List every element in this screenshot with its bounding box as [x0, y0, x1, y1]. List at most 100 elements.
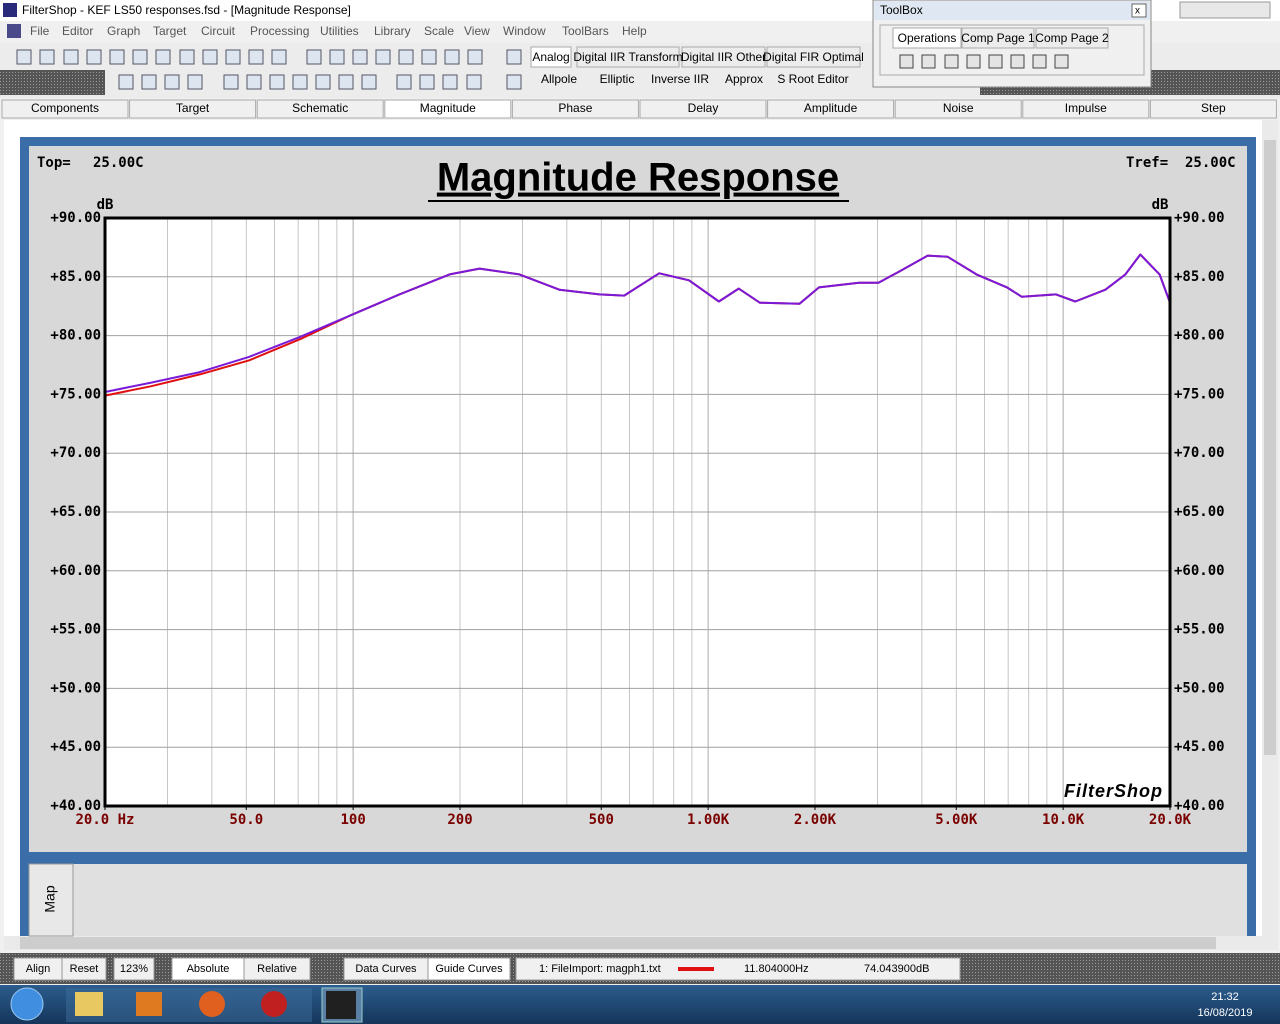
toolbar-button[interactable]	[269, 74, 285, 90]
view-tab-label[interactable]: Delay	[688, 101, 719, 115]
taskbar-icon[interactable]	[326, 991, 356, 1019]
status-button[interactable]	[243, 957, 311, 981]
toolbox-button[interactable]	[1010, 54, 1025, 69]
start-button[interactable]	[10, 987, 44, 1021]
toolbar-button[interactable]	[467, 49, 483, 65]
toolbox-button[interactable]	[899, 54, 914, 69]
view-tab-label[interactable]: Step	[1201, 101, 1226, 115]
toolbar-button[interactable]	[292, 74, 308, 90]
view-tab[interactable]	[639, 99, 767, 119]
design-tab[interactable]	[530, 46, 572, 68]
view-tab[interactable]	[384, 99, 512, 119]
toolbar-button[interactable]	[246, 74, 262, 90]
toolbox-button[interactable]	[944, 54, 959, 69]
toolbar-button[interactable]	[444, 49, 460, 65]
toolbox-tab[interactable]	[892, 27, 962, 49]
toolbox-tab-label[interactable]: Operations	[898, 31, 957, 45]
taskbar-icon[interactable]	[199, 991, 225, 1017]
filter-type-button[interactable]: Allpole	[541, 72, 577, 86]
menu-item[interactable]: Graph	[107, 24, 140, 38]
toolbox-tab[interactable]	[1035, 27, 1109, 49]
menu-item[interactable]: Circuit	[201, 24, 236, 38]
menu-item[interactable]: ToolBars	[562, 24, 609, 38]
view-tab-label[interactable]: Phase	[558, 101, 592, 115]
menu-item[interactable]: Window	[503, 24, 546, 38]
design-tab[interactable]	[576, 46, 680, 68]
menu-item[interactable]: Processing	[250, 24, 309, 38]
view-tab[interactable]	[129, 99, 257, 119]
toolbar-button[interactable]	[155, 49, 171, 65]
menu-item[interactable]: Target	[153, 24, 187, 38]
toolbox-window[interactable]: ToolBox x Operations Comp Page 1 Comp Page…	[872, 0, 1152, 88]
toolbar-button[interactable]	[506, 74, 522, 90]
view-tab[interactable]	[1022, 99, 1150, 119]
taskbar-icon[interactable]	[75, 992, 103, 1016]
toolbar-button[interactable]	[329, 49, 345, 65]
menu-item[interactable]: View	[464, 24, 490, 38]
toolbox-button[interactable]	[1032, 54, 1047, 69]
toolbox-button[interactable]	[921, 54, 936, 69]
view-tab-label[interactable]: Impulse	[1065, 101, 1107, 115]
toolbar-button[interactable]	[352, 49, 368, 65]
view-tab[interactable]	[767, 99, 895, 119]
toolbox-button[interactable]	[966, 54, 981, 69]
view-tab-label[interactable]: Amplitude	[804, 101, 858, 115]
design-tab-label[interactable]: Digital IIR Transform	[573, 50, 682, 64]
status-button[interactable]	[427, 957, 511, 981]
toolbar-button[interactable]	[396, 74, 412, 90]
toolbar-button[interactable]	[466, 74, 482, 90]
toolbar-button[interactable]	[306, 49, 322, 65]
menu-item[interactable]: Library	[374, 24, 411, 38]
toolbar-button[interactable]	[179, 49, 195, 65]
toolbar-button[interactable]	[132, 49, 148, 65]
window-controls[interactable]	[1179, 1, 1271, 19]
toolbar-button[interactable]	[398, 49, 414, 65]
status-label[interactable]: Guide Curves	[435, 963, 503, 975]
status-label[interactable]: Absolute	[187, 963, 230, 975]
taskbar-icon[interactable]	[136, 992, 162, 1016]
toolbar-button[interactable]	[361, 74, 377, 90]
view-tab-label[interactable]: Magnitude	[420, 101, 476, 115]
view-tab[interactable]	[1149, 99, 1277, 119]
toolbar-button[interactable]	[315, 74, 331, 90]
view-tab[interactable]	[511, 99, 639, 119]
filter-type-button[interactable]: S Root Editor	[777, 72, 848, 86]
status-label[interactable]: Relative	[257, 963, 297, 975]
design-tab-label[interactable]: Analog	[532, 50, 569, 64]
taskbar-icon[interactable]	[261, 991, 287, 1017]
toolbar-button[interactable]	[248, 49, 264, 65]
design-tab[interactable]	[681, 46, 766, 68]
toolbar-button[interactable]	[109, 49, 125, 65]
toolbox-tab-label[interactable]: Comp Page 1	[961, 31, 1035, 45]
toolbar-button[interactable]	[421, 49, 437, 65]
toolbar-button[interactable]	[223, 74, 239, 90]
toolbar-button[interactable]	[141, 74, 157, 90]
design-tab-label[interactable]: Digital IIR Other	[681, 50, 766, 64]
design-tab[interactable]	[766, 46, 861, 68]
toolbox-tab[interactable]	[961, 27, 1035, 49]
view-tab[interactable]	[1, 99, 129, 119]
status-label[interactable]: 123%	[120, 963, 148, 975]
menu-item[interactable]: File	[30, 24, 50, 38]
menu-item[interactable]: Utilities	[320, 24, 359, 38]
filter-type-button[interactable]: Elliptic	[600, 72, 635, 86]
toolbar-button[interactable]	[164, 74, 180, 90]
status-button[interactable]	[61, 957, 107, 981]
toolbar-button[interactable]	[86, 49, 102, 65]
toolbar-button[interactable]	[225, 49, 241, 65]
toolbox-button[interactable]	[1054, 54, 1069, 69]
status-label[interactable]: Data Curves	[355, 963, 417, 975]
view-tab-label[interactable]: Components	[31, 101, 99, 115]
status-label[interactable]: Reset	[70, 963, 99, 975]
toolbar-button[interactable]	[187, 74, 203, 90]
menu-item[interactable]: Help	[622, 24, 647, 38]
toolbar-button[interactable]	[118, 74, 134, 90]
filter-type-button[interactable]: Inverse IIR	[651, 72, 709, 86]
toolbar-button[interactable]	[16, 49, 32, 65]
toolbar-button[interactable]	[442, 74, 458, 90]
view-tab-label[interactable]: Schematic	[292, 101, 348, 115]
toolbar-button[interactable]	[202, 49, 218, 65]
toolbar-button[interactable]	[375, 49, 391, 65]
toolbox-tab-label[interactable]: Comp Page 2	[1035, 31, 1109, 45]
toolbox-button[interactable]	[988, 54, 1003, 69]
